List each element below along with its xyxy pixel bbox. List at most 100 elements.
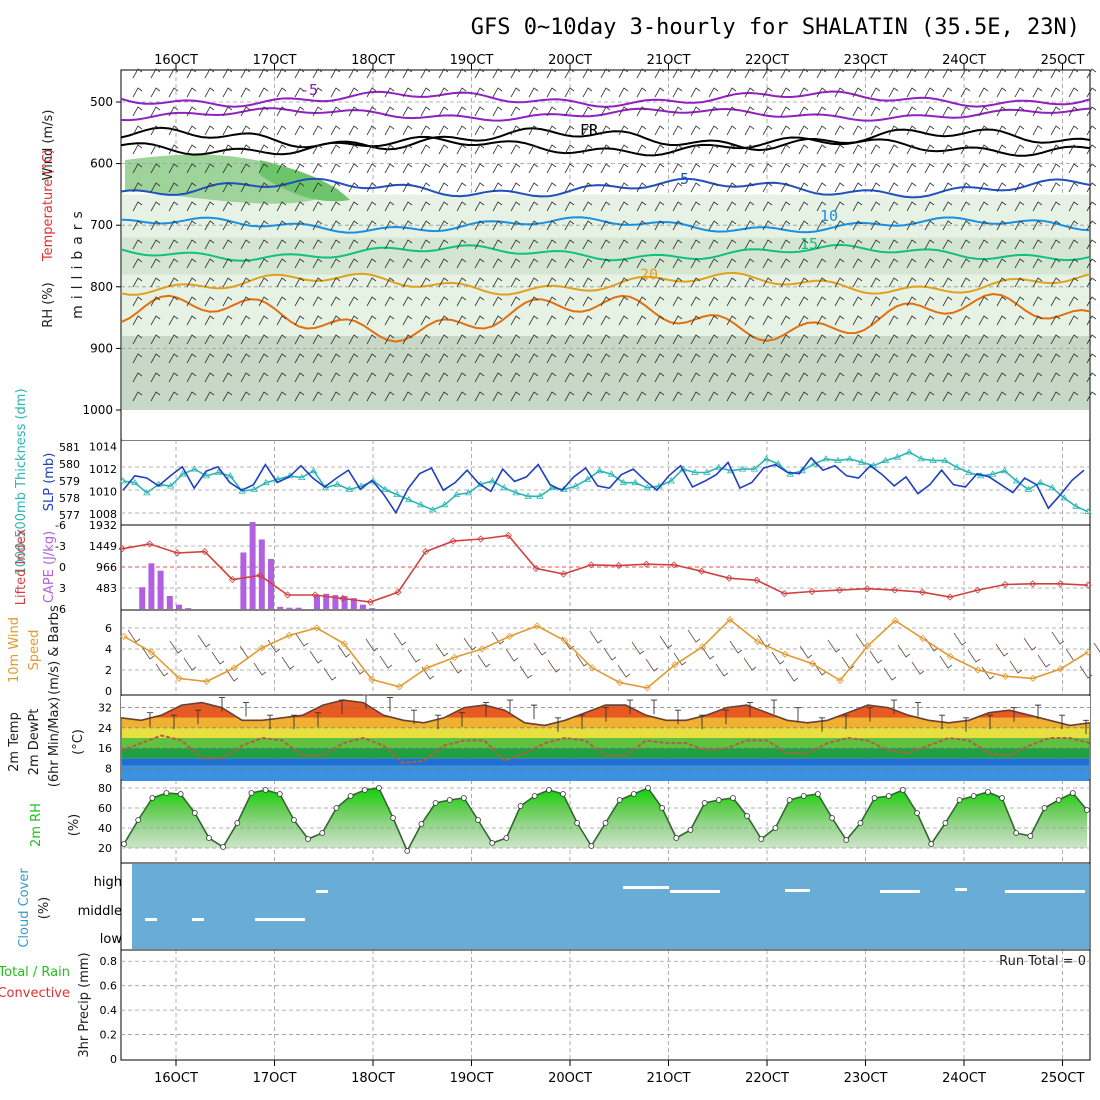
temp-tick-32: 32 <box>98 702 112 715</box>
wind-barb <box>492 125 503 136</box>
thickness-point <box>572 482 580 489</box>
wind-barb <box>744 296 755 307</box>
wind-barb-10m <box>1051 631 1065 645</box>
temp-label-1: 2m Temp <box>7 712 22 772</box>
wind-barb <box>600 125 611 136</box>
wind-barb-10m <box>1093 642 1100 653</box>
wind-barb <box>942 144 953 155</box>
cape-bar <box>240 552 247 609</box>
wind-barb <box>402 353 413 364</box>
wind-barb <box>996 296 1007 307</box>
wind-barb <box>240 334 251 345</box>
wind-barb <box>942 372 953 383</box>
wind-barb <box>600 182 611 193</box>
wind-barb <box>870 125 881 136</box>
wind-barb <box>384 391 395 402</box>
wind-speed-point <box>120 632 128 640</box>
wind-barb-10m <box>617 664 631 678</box>
wind-barb <box>708 106 719 117</box>
wind-barb <box>654 144 665 155</box>
wind-barb <box>1032 68 1043 79</box>
wind-barb <box>168 353 179 364</box>
wind-barb <box>276 163 287 174</box>
wind-barb <box>582 296 593 307</box>
wind-barb <box>276 334 287 345</box>
wind-barb-10m <box>421 666 435 680</box>
wind-barb <box>942 220 953 231</box>
wind-barb <box>582 87 593 98</box>
wind-barb <box>816 201 827 212</box>
wind-barb-10m <box>197 634 211 648</box>
wind-barb-10m <box>575 653 589 667</box>
wind-barb <box>654 315 665 326</box>
wind-barb <box>690 296 701 307</box>
wind-barb <box>726 334 737 345</box>
wind-barb <box>330 391 341 402</box>
wind-barb <box>906 239 917 250</box>
wind-barb <box>762 87 773 98</box>
wind-barb <box>186 296 197 307</box>
wind-barb <box>600 315 611 326</box>
wind-barb <box>1032 125 1043 136</box>
x-tick-bottom-23OCT: 23OCT <box>844 1071 888 1086</box>
wind-barb <box>978 391 989 402</box>
wind-barb <box>150 239 161 250</box>
wind-barb <box>510 106 521 117</box>
slp-left-tick-580: 580 <box>59 458 80 471</box>
wind-barb <box>888 87 899 98</box>
wind-barb <box>1014 391 1025 402</box>
wind-barb <box>456 334 467 345</box>
wind-speed-point <box>450 653 459 661</box>
wind-barb <box>708 182 719 193</box>
thickness-point <box>953 463 961 470</box>
wind-barb <box>672 106 683 117</box>
wind-barb <box>1068 372 1079 383</box>
wind-barb <box>582 334 593 345</box>
x-tick-bottom-19OCT: 19OCT <box>450 1071 494 1086</box>
wind-barb <box>1086 239 1097 250</box>
slp-left-tick-581: 581 <box>59 441 80 454</box>
wind-barb-10m <box>995 643 1009 657</box>
wind-barb <box>708 372 719 383</box>
rh-2m-point <box>560 791 566 797</box>
wind-barb-10m <box>183 657 197 671</box>
rh-tick-20: 20 <box>98 842 112 855</box>
wind-barb <box>258 258 269 269</box>
wind-barb <box>870 372 881 383</box>
isotherm-label: 15 <box>800 235 818 253</box>
wind-barb <box>1050 125 1061 136</box>
wind-barb <box>708 201 719 212</box>
wind-barb <box>834 277 845 288</box>
wind-barb <box>294 239 305 250</box>
wind-barb <box>582 315 593 326</box>
wind-barb <box>564 372 575 383</box>
wind-barb <box>834 391 845 402</box>
upper-label-mb: millibars <box>70 205 86 319</box>
wind-barb <box>582 258 593 269</box>
slp-left-tick-579: 579 <box>59 475 80 488</box>
wind-barb <box>798 163 809 174</box>
temp-mask <box>121 696 1090 726</box>
wind-barb <box>222 68 233 79</box>
minmax-whisker <box>939 714 945 730</box>
wind-barb <box>546 87 557 98</box>
wind-tick-2: 2 <box>105 664 112 677</box>
wind-barb <box>906 201 917 212</box>
wind-barb <box>996 353 1007 364</box>
wind-barb <box>744 68 755 79</box>
wind-barb <box>834 144 845 155</box>
upper-y-label-900: 900 <box>90 341 113 355</box>
wind-barb <box>924 68 935 79</box>
wind-barb <box>672 87 683 98</box>
wind-barb <box>492 163 503 174</box>
rh-2m-point <box>857 820 864 826</box>
wind-speed-point <box>726 616 734 624</box>
wind-barb <box>528 334 539 345</box>
wind-speed-point <box>258 644 266 652</box>
wind-speed-point <box>506 632 514 640</box>
wind-barb <box>960 391 971 402</box>
slp-left-tick-577: 577 <box>59 509 80 522</box>
wind-barb <box>1086 182 1097 193</box>
wind-barb <box>762 163 773 174</box>
x-tick-bottom-22OCT: 22OCT <box>745 1071 789 1086</box>
